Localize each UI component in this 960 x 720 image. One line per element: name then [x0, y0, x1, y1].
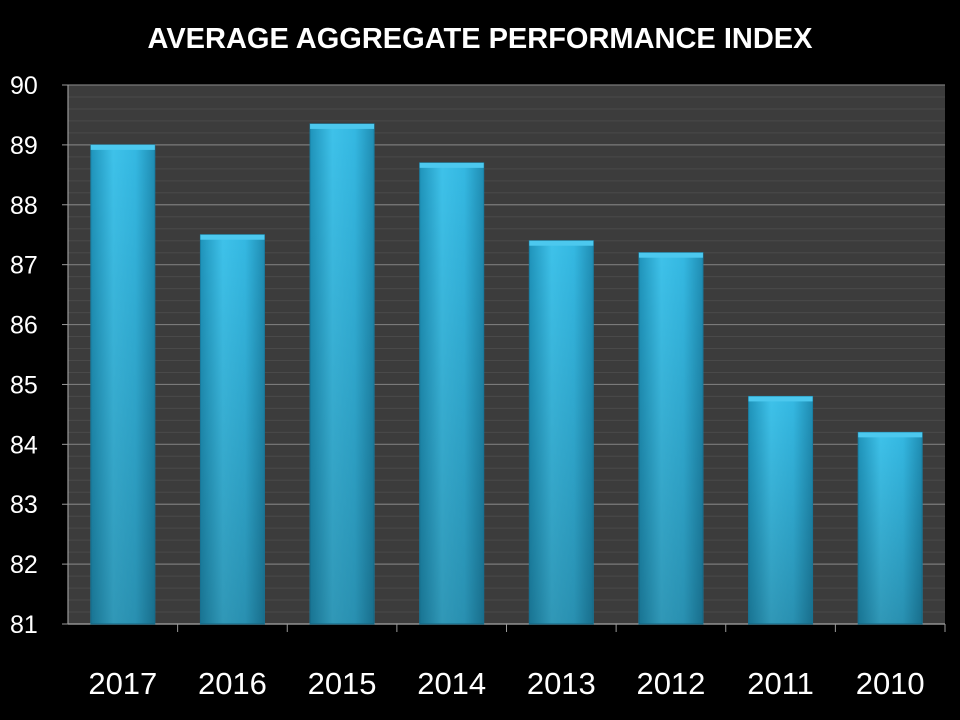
y-tick-label: 82: [10, 551, 38, 579]
chart-title: AVERAGE AGGREGATE PERFORMANCE INDEX: [148, 23, 814, 55]
y-tick-label: 89: [10, 132, 38, 160]
bar-shade: [529, 240, 594, 624]
bar-cap: [310, 123, 375, 129]
bar-shade: [858, 432, 923, 624]
bar-shade: [419, 162, 484, 624]
y-tick-label: 88: [10, 192, 38, 220]
y-tick-label: 84: [10, 431, 38, 459]
y-tick-label: 83: [10, 491, 38, 519]
bar-shade: [748, 396, 813, 624]
x-tick-label: 2010: [856, 666, 925, 701]
bar-shade: [90, 144, 155, 624]
x-tick-label: 2015: [308, 666, 377, 701]
x-tick-label: 2012: [636, 666, 705, 701]
bar-cap: [200, 234, 265, 240]
x-tick-label: 2014: [417, 666, 486, 701]
x-tick-label: 2011: [747, 666, 814, 701]
y-tick-label: 90: [10, 72, 38, 100]
bar-shade: [310, 123, 375, 624]
bar-cap: [419, 162, 484, 168]
bar-cap: [858, 432, 923, 438]
bar-cap: [638, 252, 703, 258]
bar-shade: [638, 252, 703, 624]
x-tick-label: 2013: [527, 666, 596, 701]
plot-area: [68, 85, 945, 624]
bar-cap: [529, 240, 594, 246]
x-tick-label: 2016: [198, 666, 267, 701]
y-tick-label: 87: [10, 252, 38, 280]
y-tick-label: 85: [10, 371, 38, 399]
y-tick-label: 81: [10, 611, 38, 639]
bar-shade: [200, 234, 265, 624]
bar-cap: [748, 396, 813, 402]
bar-cap: [90, 144, 155, 150]
x-tick-label: 2017: [88, 666, 157, 701]
y-tick-label: 86: [10, 312, 38, 340]
